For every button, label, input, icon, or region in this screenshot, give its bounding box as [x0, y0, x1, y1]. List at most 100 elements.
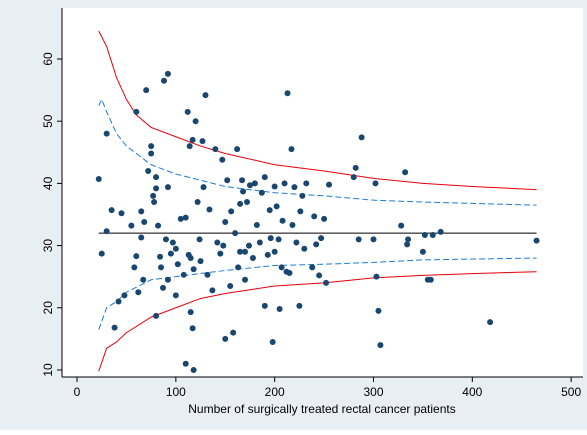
data-point [108, 207, 115, 214]
data-point [258, 189, 265, 196]
data-point [271, 248, 278, 255]
data-point [140, 276, 147, 283]
data-point [323, 279, 330, 286]
data-point [141, 218, 148, 225]
data-point [313, 241, 320, 248]
data-point [200, 184, 207, 191]
data-point [217, 250, 224, 257]
data-point [162, 236, 169, 243]
x-tick-label: 0 [74, 385, 81, 399]
data-point [350, 174, 357, 181]
x-tick-label: 100 [166, 385, 186, 399]
data-point [115, 298, 122, 305]
funnel-line [98, 30, 537, 191]
data-point [321, 215, 328, 222]
data-point [138, 234, 145, 241]
data-point [180, 271, 187, 278]
data-point [245, 242, 252, 249]
data-point [150, 192, 157, 199]
data-point [405, 236, 412, 243]
x-tick-label: 300 [363, 385, 383, 399]
data-point [172, 245, 179, 252]
data-point [194, 199, 201, 206]
data-point [279, 217, 286, 224]
data-point [157, 253, 164, 260]
data-point [153, 174, 160, 181]
data-point [212, 146, 219, 153]
data-point [266, 207, 273, 214]
data-point [235, 264, 242, 271]
data-point [228, 208, 235, 215]
data-point [251, 180, 258, 187]
data-point [199, 138, 206, 145]
data-point [293, 239, 300, 246]
data-point [243, 199, 250, 206]
y-tick-label: 10 [41, 363, 55, 377]
data-point [133, 253, 140, 260]
plot-area [62, 8, 583, 377]
data-point [153, 185, 160, 192]
data-point [103, 130, 110, 137]
data-point [219, 156, 226, 163]
data-point [299, 192, 306, 199]
data-point [281, 180, 288, 187]
data-point [261, 302, 268, 309]
data-point [224, 177, 231, 184]
data-point [182, 214, 189, 221]
data-point [232, 230, 239, 237]
data-point [222, 335, 229, 342]
data-point [297, 208, 304, 215]
data-point [151, 199, 158, 206]
data-point [155, 222, 162, 229]
data-point [103, 228, 110, 235]
data-point [209, 287, 216, 294]
data-point [138, 208, 145, 215]
x-tick-label: 500 [561, 385, 581, 399]
data-point [358, 134, 365, 141]
y-tick-label: 20 [41, 301, 55, 315]
data-point [487, 319, 494, 326]
data-point [239, 177, 246, 184]
data-point [273, 203, 280, 210]
data-point [249, 255, 256, 262]
funnel-line [98, 271, 537, 372]
data-point [189, 136, 196, 143]
y-tick-label: 40 [41, 176, 55, 190]
data-point [419, 248, 426, 255]
data-point [429, 232, 436, 239]
data-point [264, 251, 271, 258]
data-point [316, 272, 323, 279]
data-point [372, 180, 379, 187]
data-point [204, 271, 211, 278]
data-point [398, 222, 405, 229]
data-point [164, 276, 171, 283]
data-point [196, 236, 203, 243]
data-point [186, 143, 193, 150]
data-point [289, 222, 296, 229]
data-point [118, 210, 125, 217]
data-point [128, 222, 135, 229]
data-point [145, 167, 152, 174]
data-point [242, 248, 249, 255]
data-point [184, 108, 191, 115]
data-point [143, 87, 150, 94]
data-point [237, 248, 244, 255]
data-point [187, 309, 194, 316]
data-point [202, 92, 209, 99]
data-point [159, 284, 166, 291]
y-tick-label: 60 [41, 52, 55, 66]
data-point [121, 292, 128, 299]
data-point [240, 188, 247, 195]
data-point [271, 183, 278, 190]
data-point [291, 184, 298, 191]
data-point [352, 164, 359, 171]
data-point [373, 273, 380, 280]
data-point [246, 182, 253, 189]
y-tick-label: 30 [41, 239, 55, 253]
data-point [301, 245, 308, 252]
data-point [164, 70, 171, 77]
data-point [131, 264, 138, 271]
data-point [370, 236, 377, 243]
data-point [133, 108, 140, 115]
data-point [286, 269, 293, 276]
